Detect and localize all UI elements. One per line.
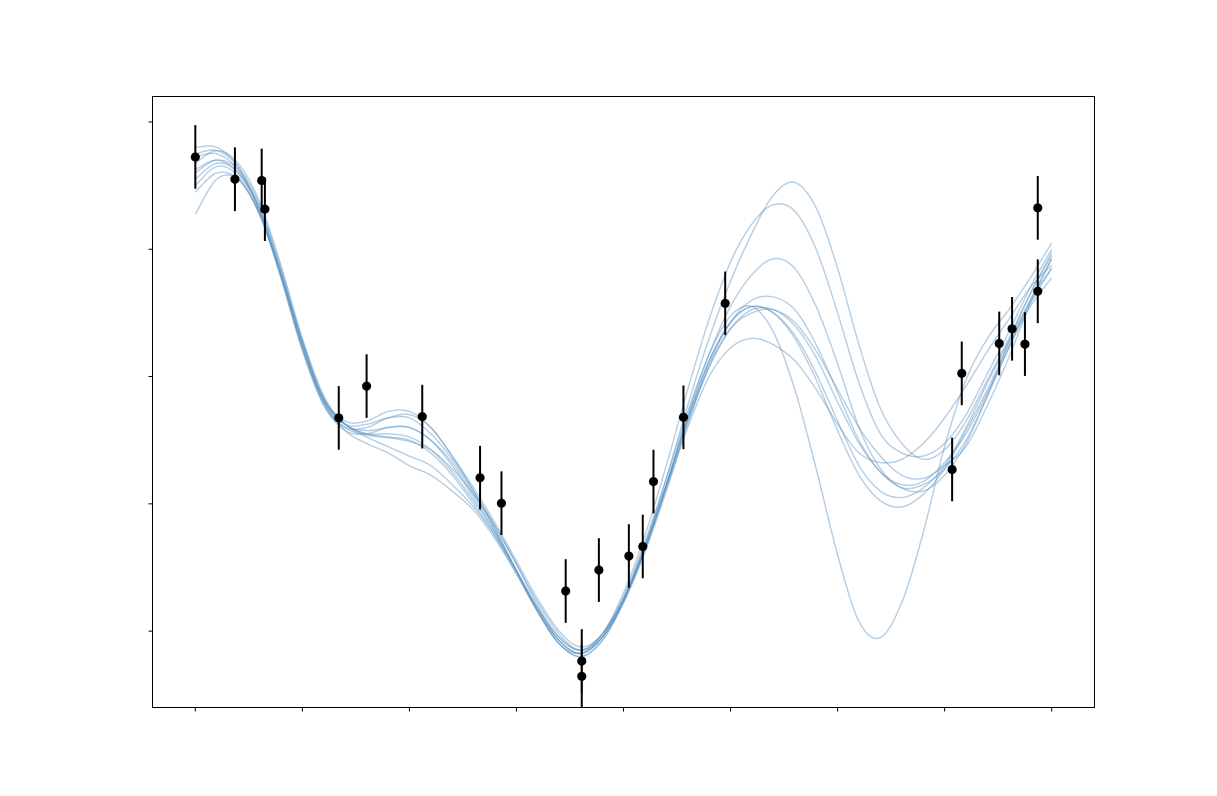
observation-point-23	[1020, 339, 1030, 349]
observation-point-4	[260, 204, 270, 214]
observation-point-2	[230, 174, 240, 184]
observation-point-20	[957, 368, 967, 378]
observation-point-1	[190, 152, 200, 162]
sample-curve-8	[194, 171, 1053, 655]
observation-point-14	[624, 551, 634, 561]
sample-curve-6	[195, 149, 1053, 648]
observation-point-22	[1007, 324, 1017, 334]
observation-point-25	[1033, 286, 1043, 296]
y-axis-ticks	[148, 121, 153, 632]
observation-point-10	[561, 586, 571, 596]
observation-point-21	[994, 338, 1004, 349]
observation-point-5	[334, 413, 344, 423]
observation-point-13	[594, 565, 604, 575]
observation-point-15	[638, 541, 648, 552]
observation-point-16	[648, 476, 659, 487]
observation-point-18	[720, 298, 730, 308]
observation-point-9	[496, 498, 507, 508]
observation-point-8	[475, 473, 485, 483]
observation-point-24	[1033, 203, 1043, 213]
x-axis-ticks	[194, 707, 1053, 712]
observation-point-17	[678, 412, 689, 422]
sample-curve-10	[195, 152, 1053, 655]
observation-point-7	[417, 412, 427, 422]
observation-point-19	[947, 464, 957, 475]
observation-point-6	[361, 381, 372, 391]
observation-point-12	[577, 671, 587, 681]
observation-points	[190, 125, 1043, 709]
